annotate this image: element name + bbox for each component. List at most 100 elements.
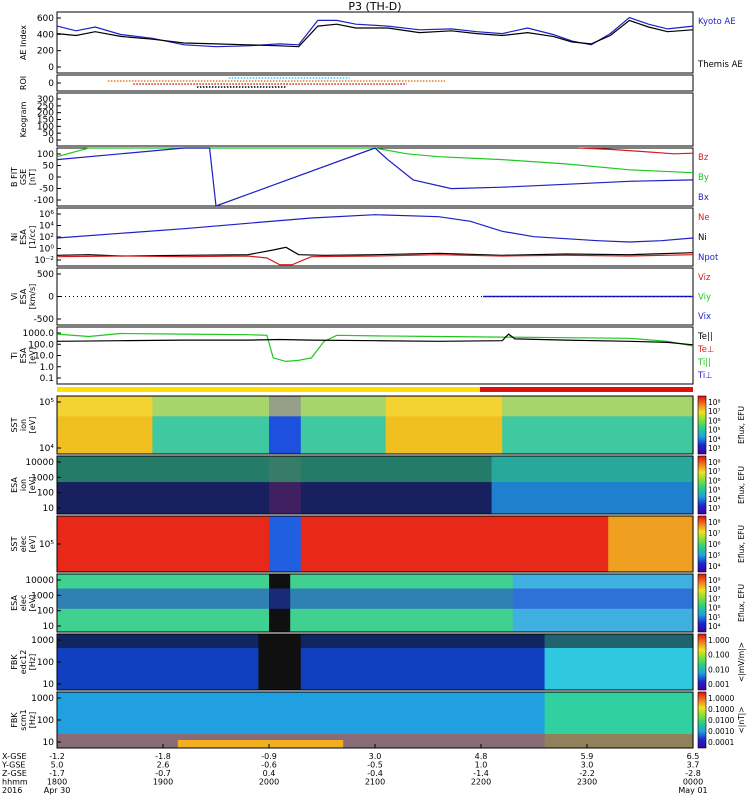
heatmap-column <box>173 456 185 514</box>
heatmap-column <box>640 396 652 454</box>
heatmap-column <box>565 516 577 572</box>
heatmap-column <box>99 516 111 572</box>
heatmap-column <box>353 456 365 514</box>
heatmap-column <box>290 396 302 454</box>
heatmap-column <box>661 634 673 690</box>
heatmap-column <box>555 634 567 690</box>
heatmap-column <box>67 634 79 690</box>
heatmap-column <box>216 634 228 690</box>
heatmap-column <box>258 692 270 748</box>
heatmap-column <box>682 634 694 690</box>
heatmap-column <box>141 692 153 748</box>
heatmap-column <box>216 396 228 454</box>
heatmap-column <box>406 634 418 690</box>
heatmap-column <box>597 516 609 572</box>
heatmap-column <box>226 634 238 690</box>
heatmap-column <box>618 456 630 514</box>
heatmap-column <box>406 692 418 748</box>
x-tick-label: -0.6 <box>261 761 277 770</box>
heatmap-column <box>576 516 588 572</box>
heatmap-column <box>375 456 387 514</box>
y-tick-label: 10⁵ <box>39 540 54 550</box>
heatmap-column <box>650 634 662 690</box>
y-tick-label: 1.0 <box>40 363 55 373</box>
heatmap-column <box>131 456 143 514</box>
y-tick-label: 10 <box>43 738 55 748</box>
colorbar-tick-label: 10⁵ <box>708 426 721 435</box>
panel-fbk-scm1: 1000 100 10 FBKscm1[Hz] 1.0000 0.1000 0.0100 0.… <box>10 691 746 749</box>
legend-entry: Vix <box>698 312 711 322</box>
heatmap-column <box>608 692 620 748</box>
page-title: P3 (TH-D) <box>348 0 402 13</box>
heatmap-column <box>141 634 153 690</box>
heatmap-column <box>226 396 238 454</box>
heatmap-column <box>120 634 132 690</box>
heatmap-column <box>629 396 641 454</box>
heatmap-column <box>300 634 312 690</box>
y-axis-label-line: ESA <box>10 477 19 493</box>
colorbar-tick-label: 1.0000 <box>708 694 734 703</box>
y-tick-label: 0 <box>48 173 54 183</box>
heatmap-column <box>587 634 599 690</box>
heatmap-column <box>396 692 408 748</box>
y-tick-label: 50 <box>43 129 55 139</box>
heatmap-column <box>332 516 344 572</box>
legend-entry: Ni <box>698 233 707 243</box>
heatmap-column <box>322 634 334 690</box>
x-axis-row-label: X-GSE <box>2 752 27 761</box>
heatmap-band <box>57 456 693 483</box>
heatmap-column <box>300 456 312 514</box>
y-axis-label-line: SST <box>10 417 19 432</box>
series-line-bx <box>56 147 694 207</box>
colorbar-tick-label: 10⁹ <box>708 576 721 585</box>
y-axis-label-line: FBK <box>10 712 19 728</box>
heatmap-column <box>205 396 217 454</box>
heatmap-column <box>88 692 100 748</box>
heatmap-column <box>247 456 259 514</box>
heatmap-column <box>417 692 429 748</box>
heatmap-column <box>544 692 556 748</box>
heatmap-column <box>78 516 90 572</box>
heatmap-column <box>78 634 90 690</box>
colorbar-tick-label: 10⁴ <box>708 435 721 444</box>
heatmap-column <box>661 396 673 454</box>
heatmap-column <box>120 516 132 572</box>
colorbar-tick-label: 10³ <box>708 504 721 513</box>
heatmap-column <box>279 396 291 454</box>
heatmap-column <box>417 396 429 454</box>
series-line-themis-ae <box>56 19 694 48</box>
x-tick-label: -2.8 <box>685 769 701 778</box>
heatmap-column <box>608 516 620 572</box>
heatmap-column <box>99 634 111 690</box>
heatmap-column <box>57 692 69 748</box>
panel-frame <box>56 207 694 267</box>
heatmap-column <box>555 456 567 514</box>
colorbar-tick-label: 1.000 <box>708 636 730 645</box>
heatmap-column <box>481 456 493 514</box>
heatmap-column <box>279 456 291 514</box>
heatmap-column <box>523 634 535 690</box>
heatmap-column <box>205 516 217 572</box>
heatmap-column <box>184 396 196 454</box>
heatmap-column <box>163 634 175 690</box>
y-tick-label: 0 <box>48 136 54 146</box>
y-axis-label-line: [eV] <box>28 347 37 364</box>
heatmap-column <box>534 396 546 454</box>
panel-ti: 1000.0100.010.01.00.1TiESA[eV]Te||Te⊥Ti|… <box>10 326 714 385</box>
y-tick-label: 150 <box>37 116 54 126</box>
heatmap-column <box>491 634 503 690</box>
heatmap-column <box>491 692 503 748</box>
heatmap-column <box>512 634 524 690</box>
heatmap-column <box>332 634 344 690</box>
y-tick-label: 400 <box>37 30 54 40</box>
heatmap-column <box>237 692 249 748</box>
colorbar-tick-label: 10⁴ <box>708 562 721 571</box>
heatmap-column <box>597 692 609 748</box>
heatmap-column <box>470 456 482 514</box>
heatmap-column <box>88 456 100 514</box>
mode-bar-segment <box>479 387 693 392</box>
y-tick-label: 10000 <box>25 576 54 586</box>
heatmap-column <box>173 396 185 454</box>
colorbar-tick-label: 10⁶ <box>708 540 721 549</box>
